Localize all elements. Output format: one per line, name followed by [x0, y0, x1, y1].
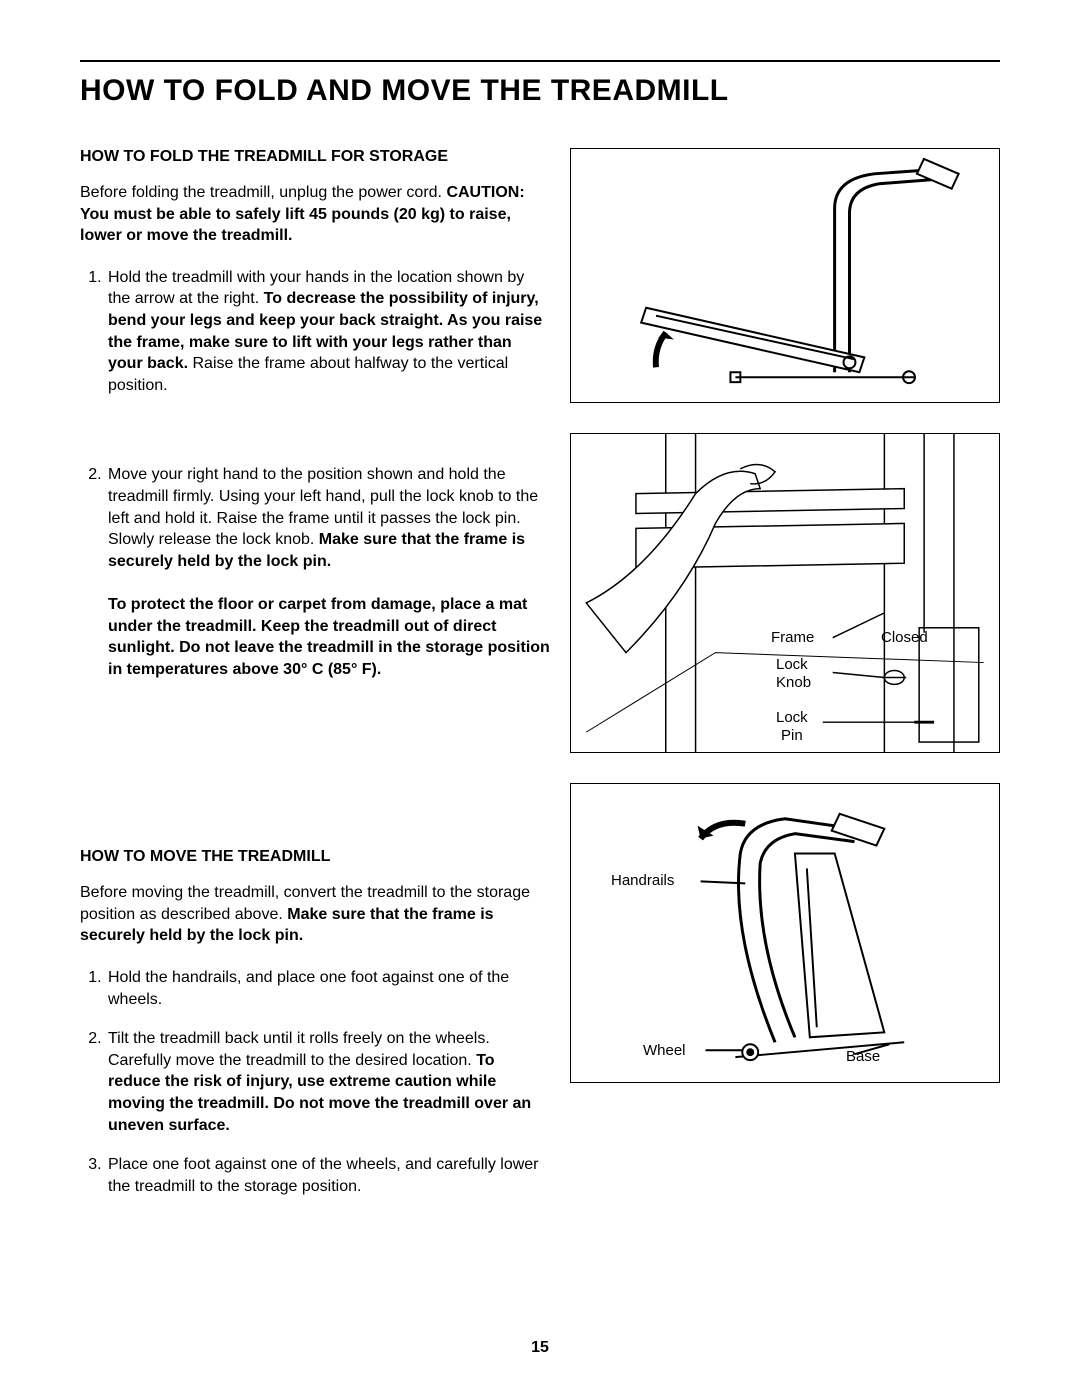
right-column: Frame Closed Lock Knob Lock Pin — [570, 148, 1000, 1215]
page-title: HOW TO FOLD AND MOVE THE TREADMILL — [80, 74, 1000, 108]
label-lock-pin-1: Lock — [776, 709, 808, 726]
move-step-3: Place one foot against one of the wheels… — [106, 1154, 550, 1197]
label-handrails: Handrails — [611, 872, 674, 889]
figure-fold-half — [570, 148, 1000, 403]
label-wheel: Wheel — [643, 1042, 686, 1059]
fold-step2-note: To protect the floor or carpet from dama… — [108, 596, 550, 678]
left-column: HOW TO FOLD THE TREADMILL FOR STORAGE Be… — [80, 148, 550, 1215]
content-grid: HOW TO FOLD THE TREADMILL FOR STORAGE Be… — [80, 148, 1000, 1215]
move-step-2: Tilt the treadmill back until it rolls f… — [106, 1028, 550, 1136]
move-intro: Before moving the treadmill, convert the… — [80, 882, 550, 947]
fold-heading: HOW TO FOLD THE TREADMILL FOR STORAGE — [80, 148, 550, 166]
treadmill-fold-diagram-icon — [571, 149, 999, 402]
figure-move-treadmill: Handrails Wheel Base — [570, 783, 1000, 1083]
label-lock-knob-2: Knob — [776, 674, 811, 691]
figure-lock-detail: Frame Closed Lock Knob Lock Pin — [570, 433, 1000, 753]
fold-step-1: Hold the treadmill with your hands in th… — [106, 267, 550, 397]
fold-intro-plain: Before folding the treadmill, unplug the… — [80, 184, 446, 201]
fold-intro: Before folding the treadmill, unplug the… — [80, 182, 550, 247]
horizontal-rule-top — [80, 60, 1000, 62]
spacer-2 — [80, 698, 550, 848]
label-lock-knob-1: Lock — [776, 656, 808, 673]
move-step-1: Hold the handrails, and place one foot a… — [106, 967, 550, 1010]
label-lock-pin-2: Pin — [781, 727, 803, 744]
label-frame: Frame — [771, 629, 814, 646]
treadmill-lock-diagram-icon — [571, 434, 999, 752]
fold-step-2: Move your right hand to the position sho… — [106, 464, 550, 680]
fold-steps: Hold the treadmill with your hands in th… — [80, 267, 550, 397]
label-base: Base — [846, 1048, 880, 1065]
label-closed: Closed — [881, 629, 928, 646]
spacer — [80, 414, 550, 464]
move-heading: HOW TO MOVE THE TREADMILL — [80, 848, 550, 866]
move-steps: Hold the handrails, and place one foot a… — [80, 967, 550, 1197]
treadmill-move-diagram-icon — [571, 784, 999, 1082]
fold-steps-2: Move your right hand to the position sho… — [80, 464, 550, 680]
move-step2-a: Tilt the treadmill back until it rolls f… — [108, 1030, 490, 1069]
page-number: 15 — [0, 1339, 1080, 1357]
